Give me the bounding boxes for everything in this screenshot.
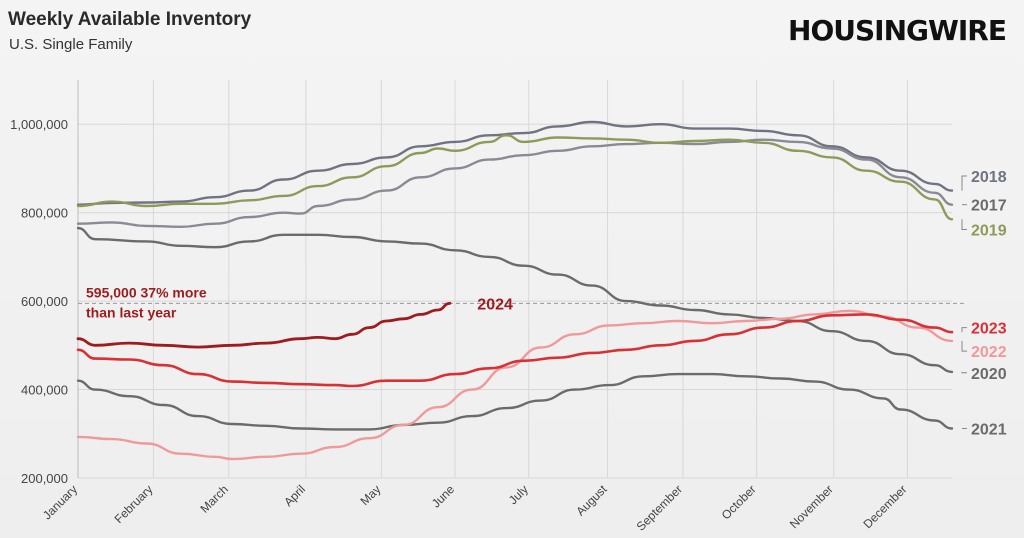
series-line-2021 [76,372,954,431]
annotation-line-2: than last year [86,304,177,320]
series-label-2022: 2022 [971,344,1007,361]
series-line-2018 [76,120,954,206]
chart-title: Weekly Available Inventory [8,9,252,30]
y-tick-label: 200,000 [21,471,68,486]
x-tick-label: February [112,482,156,526]
x-tick-label: March [197,482,230,515]
label-connector-2019 [961,219,967,230]
label-connector-2018 [961,175,967,191]
series-line-2020 [76,226,954,374]
series-line-2019 [76,134,954,221]
series-label-2021: 2021 [971,421,1007,438]
y-tick-label: 400,000 [21,383,68,398]
x-tick-label: August [573,482,610,519]
label-connector-2023 [961,327,967,333]
x-tick-label: October [719,482,759,522]
chart-header: Weekly Available Inventory U.S. Single F… [0,0,1024,70]
series-line-2024 [76,301,452,349]
x-tick-label: July [506,482,531,507]
series-label-2023: 2023 [971,321,1007,338]
series-label-2017: 2017 [971,198,1007,215]
x-tick-label: June [429,482,458,511]
x-tick-label: April [281,482,308,509]
x-tick-label: November [787,482,836,531]
label-connector-2020 [961,371,967,374]
x-tick-label: December [861,482,910,531]
x-tick-label: January [40,482,80,522]
annotation-line-1: 595,000 37% more [86,284,207,300]
y-tick-label: 600,000 [21,294,68,309]
x-tick-label: September [634,482,685,533]
housingwire-logo: HOUSINGWIRE [788,14,1007,47]
series-label-2024: 2024 [477,296,513,313]
series-label-2019: 2019 [971,222,1007,239]
chart-subtitle: U.S. Single Family [9,36,133,53]
series-label-2018: 2018 [971,169,1007,186]
series-label-2020: 2020 [971,366,1007,383]
x-tick-label: May [358,482,384,508]
series-line-2017 [76,138,954,228]
y-tick-label: 1,000,000 [10,117,68,132]
series-line-2023 [76,313,954,388]
y-tick-label: 800,000 [21,206,68,221]
series-line-2022 [76,309,954,461]
label-connector-2022 [961,340,967,352]
